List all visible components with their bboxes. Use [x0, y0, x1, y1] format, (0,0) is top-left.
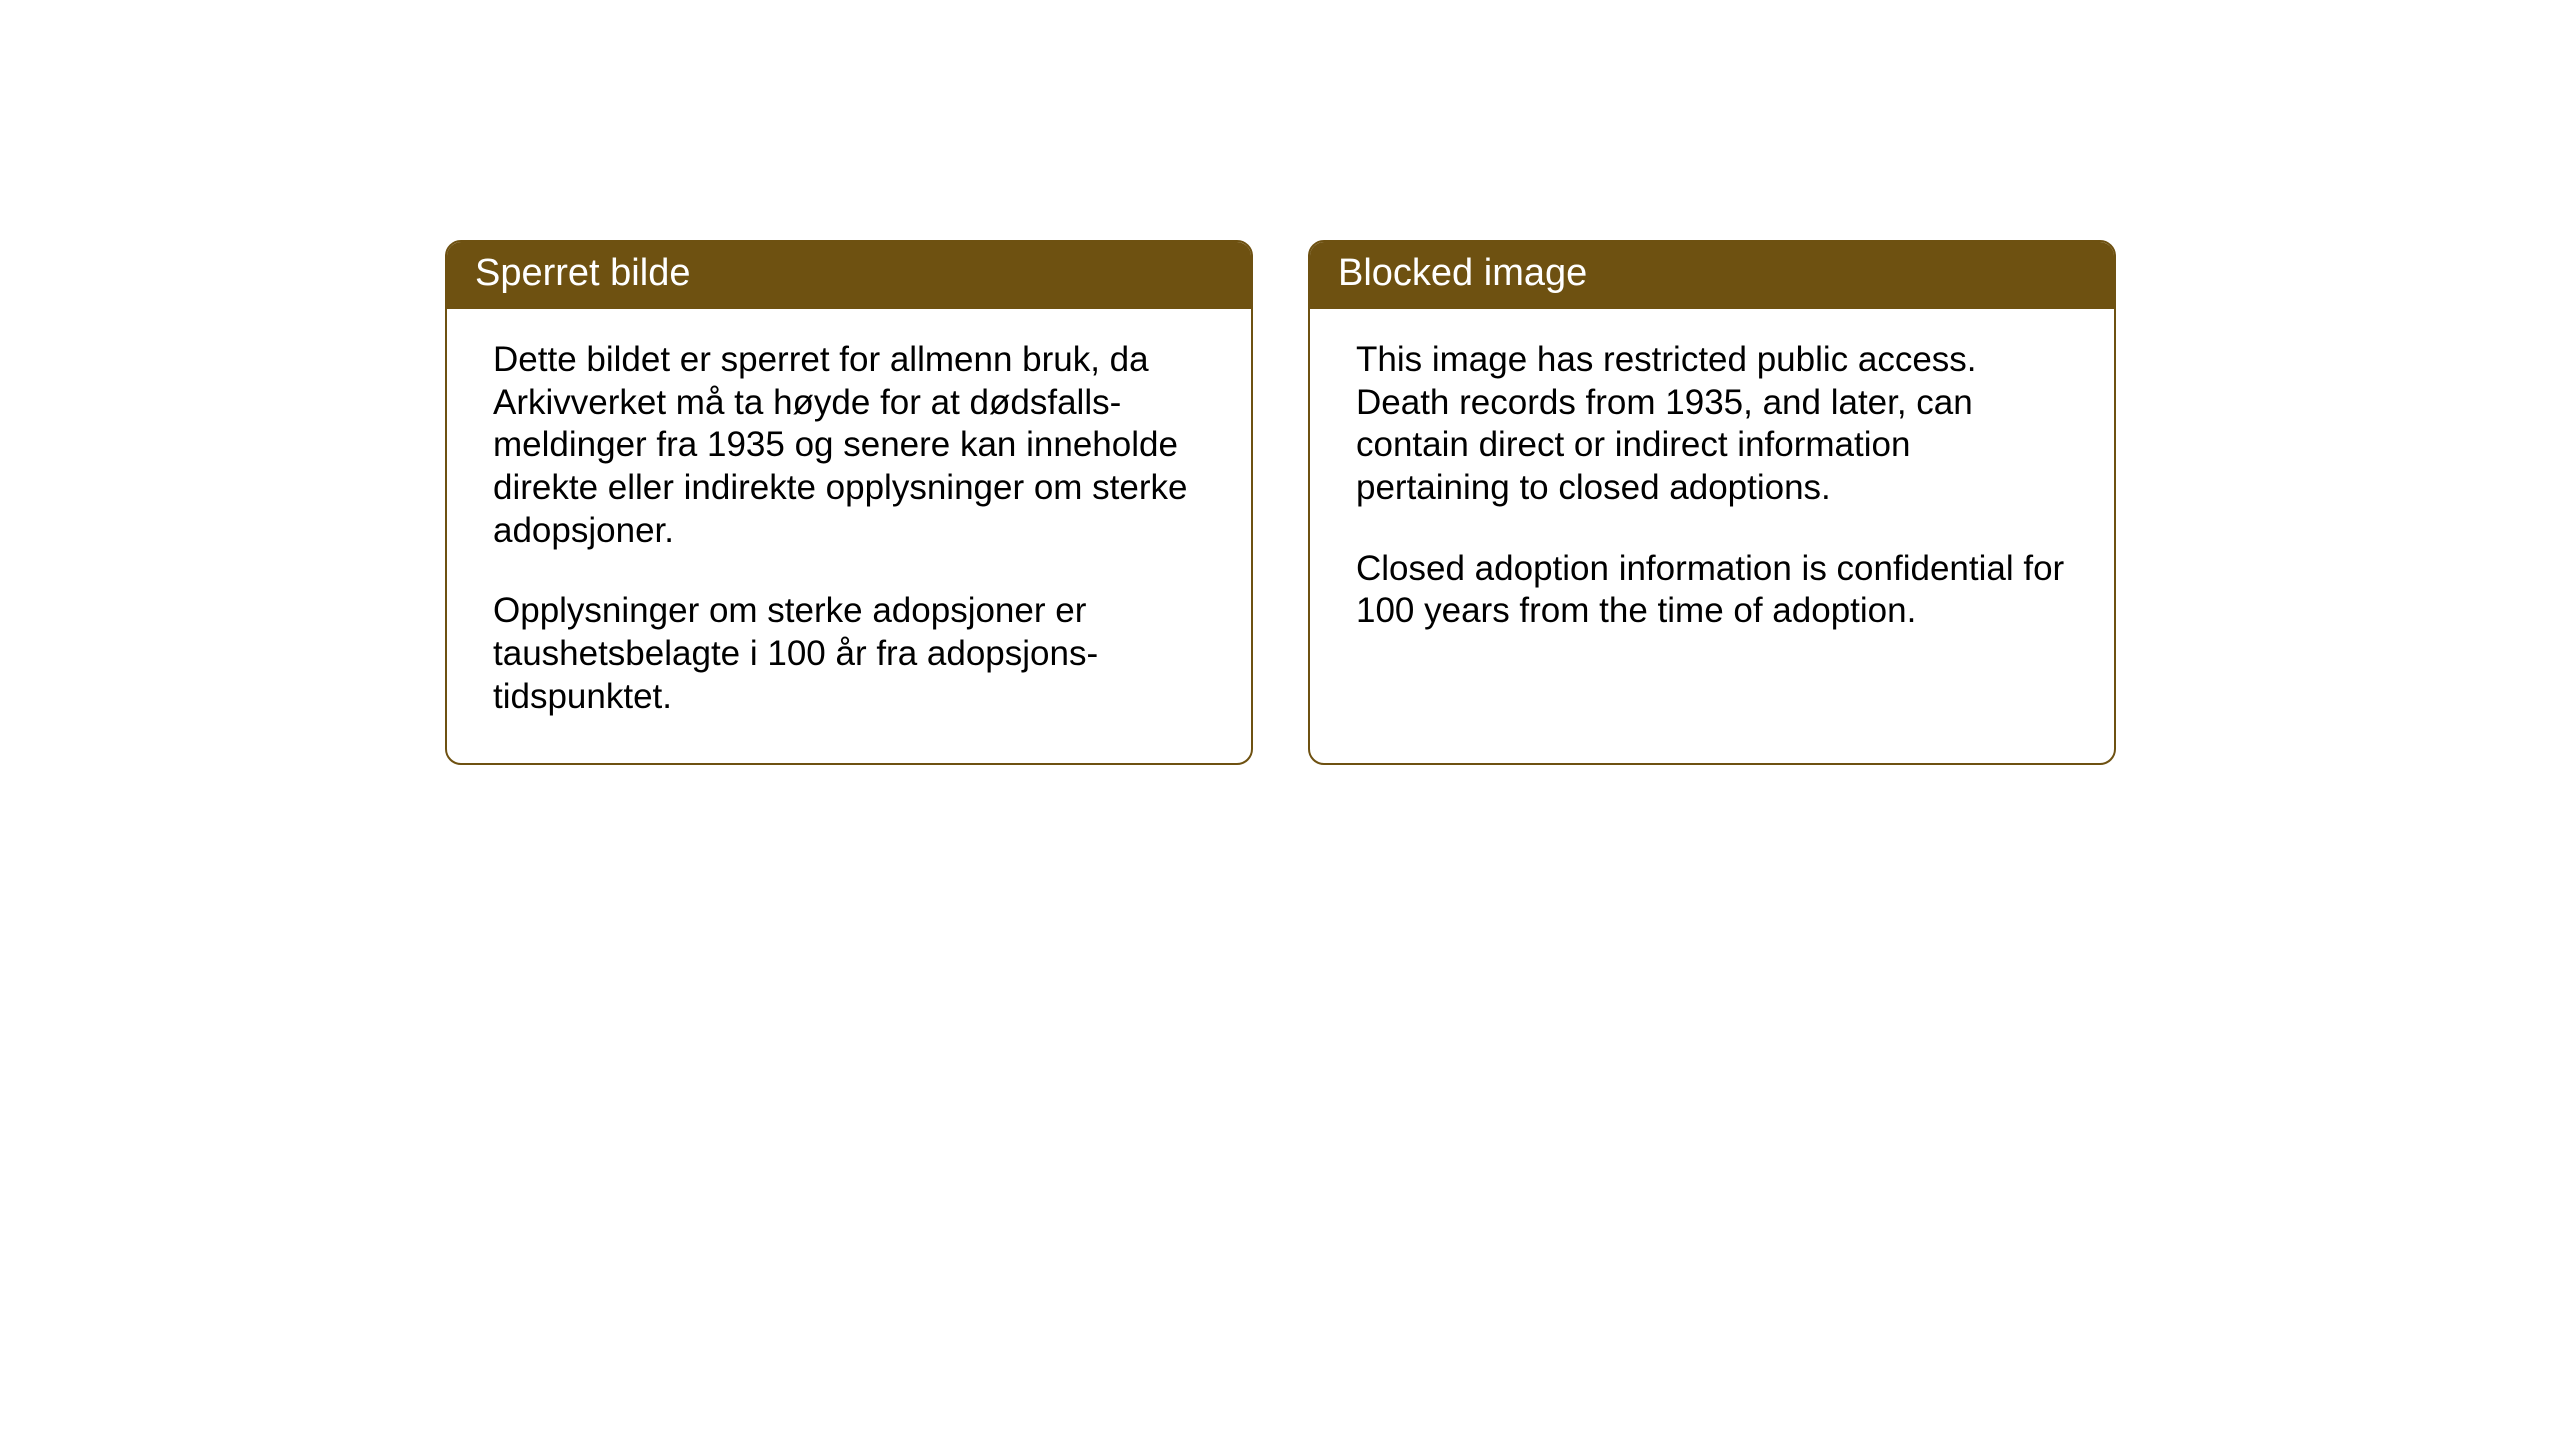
- card-norwegian-header: Sperret bilde: [447, 242, 1251, 309]
- card-english-body: This image has restricted public access.…: [1310, 309, 2114, 677]
- card-english-paragraph-1: This image has restricted public access.…: [1356, 339, 2068, 510]
- cards-container: Sperret bilde Dette bildet er sperret fo…: [445, 240, 2560, 765]
- card-norwegian: Sperret bilde Dette bildet er sperret fo…: [445, 240, 1253, 765]
- card-norwegian-paragraph-2: Opplysninger om sterke adopsjoner er tau…: [493, 590, 1205, 718]
- card-english-paragraph-2: Closed adoption information is confident…: [1356, 548, 2068, 633]
- card-english: Blocked image This image has restricted …: [1308, 240, 2116, 765]
- card-english-header: Blocked image: [1310, 242, 2114, 309]
- card-norwegian-paragraph-1: Dette bildet er sperret for allmenn bruk…: [493, 339, 1205, 552]
- card-norwegian-body: Dette bildet er sperret for allmenn bruk…: [447, 309, 1251, 763]
